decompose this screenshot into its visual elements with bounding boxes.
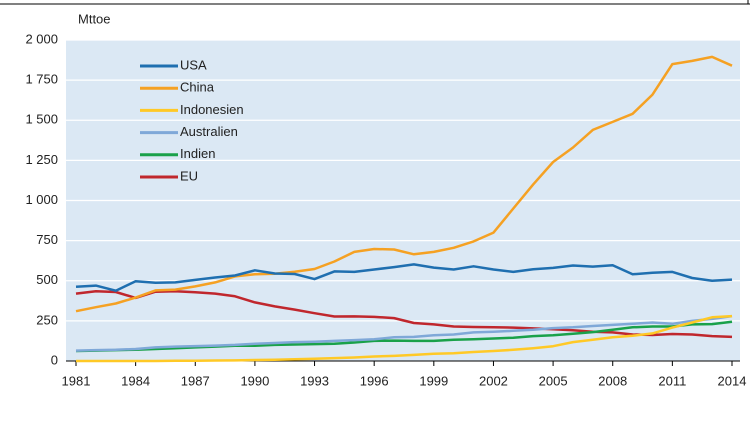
x-tick-label: 2008 [598,373,627,388]
x-tick-label: 1993 [300,373,329,388]
y-tick-label: 1 000 [25,192,58,207]
y-tick-label: 0 [51,352,58,367]
x-tick-label: 1984 [121,373,150,388]
series-line [75,314,733,352]
series-line [75,263,733,292]
y-tick-label: 1 250 [25,152,58,167]
series-line [75,55,733,313]
y-tick-label: 1 750 [25,72,58,87]
x-tick-label: 1981 [62,373,91,388]
legend-label: China [180,80,215,95]
y-tick-label: 1 500 [25,112,58,127]
legend-label: Indonesien [180,102,244,117]
series-line [75,289,733,339]
y-axis-label: Mttoe [78,11,111,26]
x-tick-label: 1996 [360,373,389,388]
x-tick-label: 2005 [539,373,568,388]
y-tick-label: 500 [36,272,58,287]
legend-label: EU [180,168,198,183]
x-tick-label: 1987 [181,373,210,388]
x-tick-label: 1999 [419,373,448,388]
series-line [75,320,733,353]
y-tick-label: 250 [36,312,58,327]
series-line [76,314,733,363]
x-tick-label: 2014 [718,373,747,388]
legend-label: USA [180,57,207,72]
y-tick-label: 2 000 [25,31,58,46]
x-tick-label: 2002 [479,373,508,388]
x-tick-label: 2011 [658,373,686,388]
legend-label: Australien [180,124,238,139]
legend-label: Indien [180,146,215,161]
y-tick-label: 750 [36,232,58,247]
x-tick-label: 1990 [240,373,269,388]
